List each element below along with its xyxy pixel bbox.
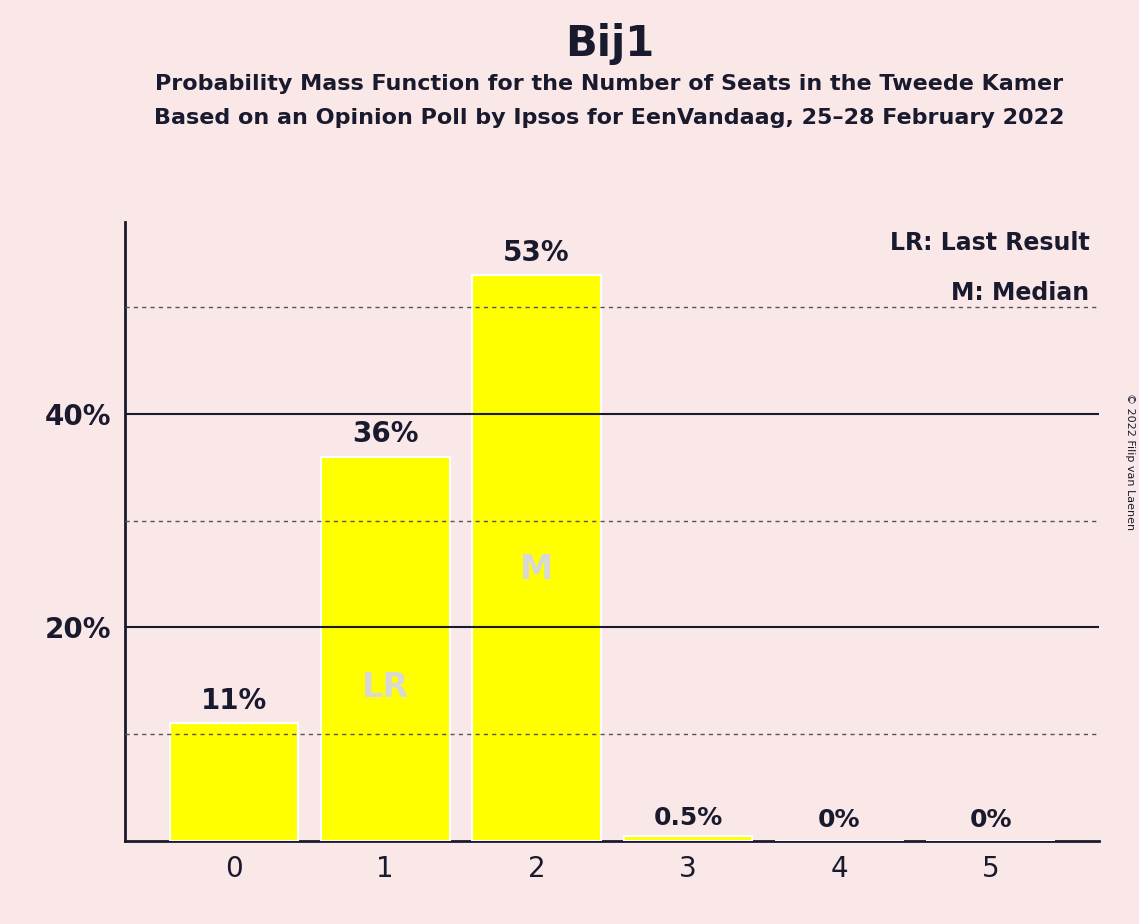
Text: © 2022 Filip van Laenen: © 2022 Filip van Laenen xyxy=(1125,394,1134,530)
Text: 36%: 36% xyxy=(352,420,418,448)
Text: 53%: 53% xyxy=(503,238,570,267)
Text: LR: Last Result: LR: Last Result xyxy=(890,231,1089,255)
Bar xyxy=(623,835,752,841)
Text: LR: LR xyxy=(362,671,409,704)
Text: M: Median: M: Median xyxy=(951,281,1089,305)
Text: Bij1: Bij1 xyxy=(565,23,654,65)
Text: Based on an Opinion Poll by Ipsos for EenVandaag, 25–28 February 2022: Based on an Opinion Poll by Ipsos for Ee… xyxy=(154,108,1065,128)
Bar xyxy=(170,723,298,841)
Bar xyxy=(473,275,601,841)
Text: 0%: 0% xyxy=(969,808,1011,833)
Text: 0%: 0% xyxy=(818,808,860,833)
Bar xyxy=(321,456,450,841)
Text: M: M xyxy=(519,553,554,586)
Text: 11%: 11% xyxy=(200,687,267,715)
Text: Probability Mass Function for the Number of Seats in the Tweede Kamer: Probability Mass Function for the Number… xyxy=(155,74,1064,94)
Text: 0.5%: 0.5% xyxy=(654,806,722,830)
